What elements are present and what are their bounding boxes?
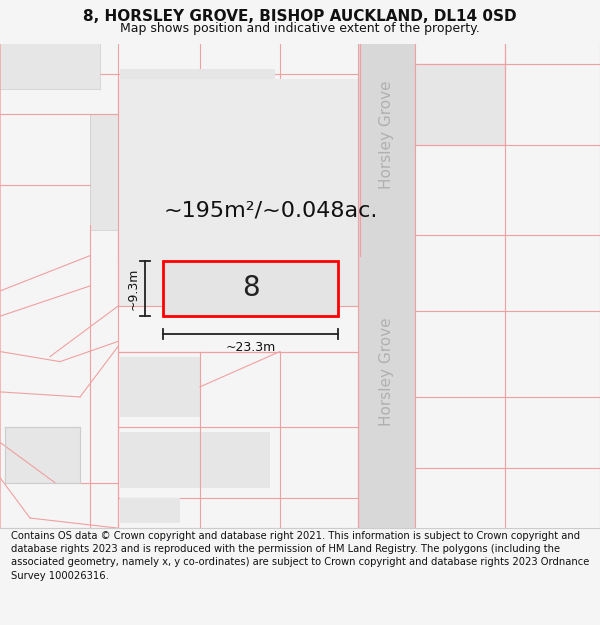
Text: ~9.3m: ~9.3m bbox=[127, 268, 140, 309]
Bar bbox=[118, 79, 358, 306]
Text: 8, HORSLEY GROVE, BISHOP AUCKLAND, DL14 0SD: 8, HORSLEY GROVE, BISHOP AUCKLAND, DL14 … bbox=[83, 9, 517, 24]
Bar bbox=[200, 144, 275, 221]
Bar bbox=[358, 44, 415, 528]
Text: 8: 8 bbox=[242, 274, 259, 302]
Bar bbox=[5, 428, 80, 483]
Text: Horsley Grove: Horsley Grove bbox=[379, 318, 394, 426]
Bar bbox=[90, 114, 118, 231]
Text: ~23.3m: ~23.3m bbox=[226, 341, 275, 354]
Bar bbox=[120, 357, 200, 417]
Bar bbox=[120, 498, 180, 523]
Bar bbox=[0, 44, 100, 89]
Bar bbox=[163, 261, 338, 316]
Text: Map shows position and indicative extent of the property.: Map shows position and indicative extent… bbox=[120, 22, 480, 35]
Bar bbox=[120, 69, 275, 129]
Text: Horsley Grove: Horsley Grove bbox=[379, 80, 394, 189]
Bar bbox=[415, 64, 505, 144]
Text: Contains OS data © Crown copyright and database right 2021. This information is : Contains OS data © Crown copyright and d… bbox=[11, 531, 589, 581]
Bar bbox=[120, 432, 270, 488]
Text: ~195m²/~0.048ac.: ~195m²/~0.048ac. bbox=[163, 200, 377, 220]
